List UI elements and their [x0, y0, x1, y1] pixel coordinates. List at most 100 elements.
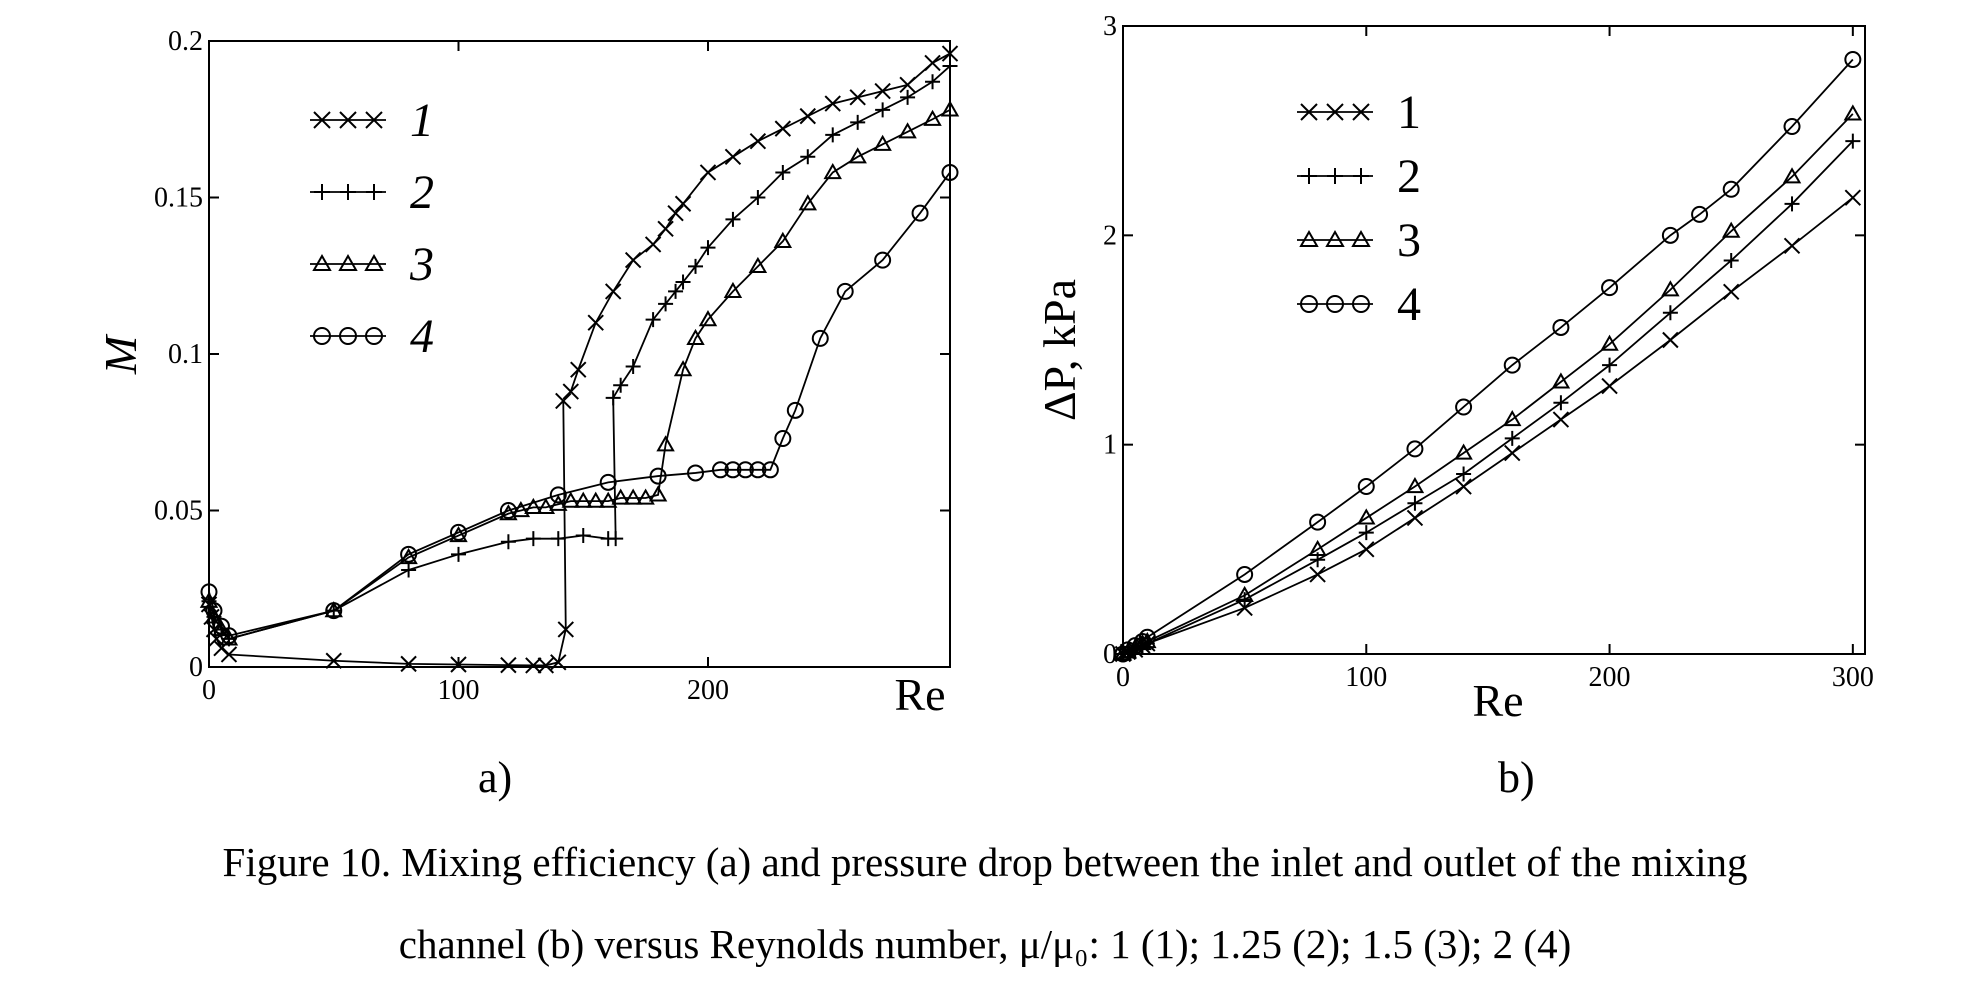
legend-marker-2	[314, 184, 330, 200]
data-point-series-3	[898, 122, 917, 139]
data-point-series-1	[1309, 566, 1326, 583]
data-point-series-4	[836, 282, 854, 300]
data-point-series-3	[798, 194, 818, 211]
data-point-series-3	[1503, 410, 1522, 427]
x-tick-label: 0	[1116, 662, 1130, 693]
data-point-series-2	[875, 102, 891, 118]
legend: 1 2 3 4	[1297, 86, 1421, 331]
series-line-3	[208, 109, 951, 640]
data-point-series-1	[325, 652, 342, 669]
data-point-series-4	[325, 602, 343, 620]
data-point-series-2	[645, 312, 661, 328]
data-point-series-2	[675, 274, 691, 290]
data-point-series-4	[761, 461, 779, 479]
chart-pressure-drop: 0 100 200 300 0 1 2 3 Re ΔP, kPa 1 2 3 4	[1034, 11, 1874, 726]
data-point-series-1	[587, 314, 604, 331]
data-point-series-4	[1133, 632, 1151, 650]
data-point-series-2	[1784, 196, 1800, 212]
data-point-series-2	[850, 114, 866, 130]
legend-marker-2	[1327, 168, 1343, 184]
data-point-series-1	[1552, 411, 1570, 428]
x-tick-label: 200	[1589, 662, 1631, 693]
data-point-series-1	[562, 383, 579, 400]
series-4	[200, 163, 959, 645]
series-line-4	[208, 171, 951, 637]
legend-marker-4	[1352, 295, 1370, 313]
legend-marker-2	[366, 184, 382, 200]
data-point-series-4	[1309, 513, 1327, 531]
data-point-series-3	[673, 360, 693, 377]
data-point-series-2	[668, 283, 684, 299]
data-point-series-4	[1455, 398, 1473, 416]
legend-label-3: 3	[1397, 214, 1421, 267]
data-point-series-4	[711, 461, 729, 479]
data-point-series-4	[1844, 50, 1862, 68]
legend-marker-4	[1326, 295, 1344, 313]
data-point-series-3	[1308, 539, 1327, 556]
chart-mixing-efficiency: 0 100 200 0 0.05 0.1 0.15 0.2 Re M 1 2 3 4	[95, 26, 960, 720]
data-point-series-3	[324, 601, 343, 618]
data-point-series-2	[608, 531, 624, 547]
figure-caption-line-2: channel (b) versus Reynolds number, μ/μ₀…	[398, 921, 1572, 967]
data-point-series-4	[1691, 205, 1709, 223]
legend-marker-4	[313, 327, 331, 345]
series-3	[1113, 104, 1863, 661]
x-tick-label: 100	[1345, 662, 1387, 693]
legend-label-3: 3	[409, 238, 434, 291]
data-point-series-2	[401, 562, 417, 578]
data-point-series-3	[1454, 443, 1473, 460]
data-point-series-1	[941, 45, 959, 62]
data-point-series-2	[1456, 466, 1472, 482]
data-point-series-3	[940, 100, 960, 117]
data-point-series-2	[658, 296, 674, 312]
data-point-series-3	[773, 231, 793, 248]
legend-marker-4	[339, 327, 357, 345]
data-point-series-1	[1406, 509, 1424, 527]
data-point-series-4	[911, 204, 929, 222]
data-point-series-4	[200, 583, 218, 601]
data-point-series-3	[1600, 334, 1619, 351]
data-point-series-3	[648, 485, 668, 502]
data-point-series-3	[1357, 508, 1376, 525]
data-point-series-1	[1236, 599, 1253, 617]
data-point-series-1	[749, 132, 767, 150]
data-point-series-3	[1721, 221, 1741, 238]
x-axis-label: Re	[894, 669, 945, 720]
data-point-series-3	[1551, 372, 1571, 389]
legend-marker-3	[312, 253, 332, 271]
legend: 1 2 3 4	[310, 94, 434, 363]
legend-marker-1	[1300, 103, 1318, 121]
data-point-series-2	[800, 149, 816, 165]
data-point-series-4	[1357, 478, 1375, 496]
data-point-series-3	[923, 109, 942, 126]
data-point-series-4	[1138, 628, 1156, 646]
legend-label-1: 1	[1397, 86, 1421, 139]
data-point-series-4	[811, 329, 829, 347]
data-point-series-2	[625, 359, 641, 375]
data-point-series-2	[500, 534, 516, 550]
series-line-2	[1122, 140, 1854, 655]
legend-marker-3	[1351, 229, 1371, 247]
legend-label-4: 4	[1397, 278, 1421, 331]
data-point-series-3	[1235, 585, 1254, 603]
y-tick-label: 0.05	[154, 496, 203, 527]
data-point-series-1	[799, 107, 816, 125]
data-point-series-2	[1358, 525, 1374, 541]
data-point-series-3	[686, 328, 705, 345]
plot-frame	[1122, 25, 1866, 655]
series-line-1	[1122, 196, 1854, 655]
legend-marker-1	[1326, 103, 1344, 121]
y-tick-label: 0.1	[168, 339, 203, 370]
data-point-series-1	[537, 657, 555, 674]
data-point-series-2	[750, 190, 766, 205]
data-point-series-2	[775, 164, 791, 180]
data-point-series-3	[698, 310, 718, 327]
data-point-series-1	[644, 236, 662, 253]
legend-marker-2	[1301, 168, 1317, 184]
data-point-series-1	[624, 251, 642, 269]
data-point-series-4	[941, 163, 959, 181]
data-point-series-3	[656, 435, 675, 452]
data-point-series-3	[536, 497, 556, 514]
y-tick-label: 3	[1103, 11, 1117, 42]
data-point-series-2	[725, 211, 741, 227]
